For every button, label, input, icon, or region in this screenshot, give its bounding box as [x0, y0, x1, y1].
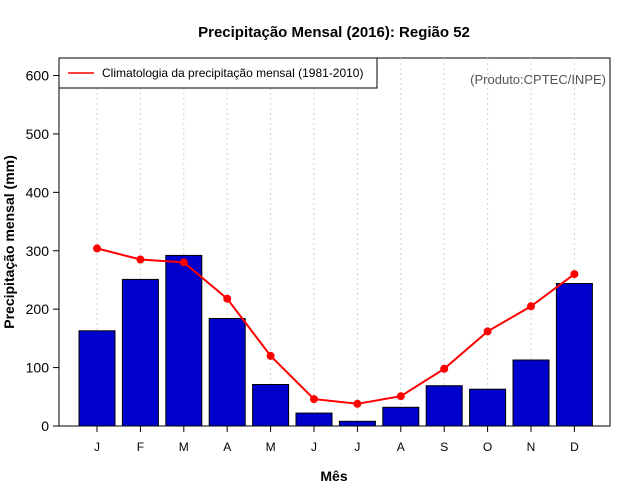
y-tick-label: 600 — [26, 68, 50, 84]
bar-10 — [469, 388, 507, 427]
y-axis: 0 100 200 300 400 500 600 — [26, 68, 59, 434]
bar-8 — [382, 406, 420, 427]
bar-3 — [165, 254, 203, 427]
climatology-point-1 — [93, 244, 101, 253]
y-tick-label: 0 — [41, 418, 49, 434]
x-tick-label: A — [223, 440, 231, 454]
x-axis-label: Mês — [320, 468, 347, 484]
y-tick-label: 100 — [26, 360, 50, 376]
bar-7 — [338, 420, 376, 427]
climatology-point-6 — [310, 395, 318, 404]
y-tick-label: 400 — [26, 184, 50, 200]
y-tick-label: 300 — [26, 243, 50, 259]
x-tick-label: J — [94, 440, 100, 454]
bars — [78, 254, 593, 427]
climatology-point-8 — [396, 392, 405, 401]
credit-text: (Produto:CPTEC/INPE) — [470, 72, 606, 87]
climatology-point-4 — [223, 294, 232, 303]
climatology-line — [93, 244, 579, 408]
climatology-point-7 — [353, 399, 362, 408]
x-tick-label: J — [311, 440, 317, 454]
x-tick-label: A — [397, 440, 405, 454]
legend-label: Climatologia da precipitação mensal (198… — [102, 66, 363, 80]
climatology-point-10 — [483, 327, 492, 336]
climatology-point-5 — [266, 351, 275, 360]
climatology-point-2 — [136, 255, 145, 264]
x-tick-label: S — [440, 440, 448, 454]
legend: Climatologia da precipitação mensal (198… — [58, 57, 378, 89]
bar-4 — [208, 318, 246, 427]
climatology-point-9 — [440, 364, 449, 373]
y-tick-label: 500 — [26, 126, 50, 142]
climatology-point-3 — [179, 258, 188, 267]
bar-11 — [512, 359, 550, 427]
climatology-point-11 — [527, 302, 535, 311]
bar-9 — [425, 385, 463, 427]
climatology-polyline — [96, 247, 575, 405]
x-tick-label: N — [527, 440, 536, 454]
x-tick-label: M — [179, 440, 189, 454]
bar-1 — [78, 330, 116, 427]
x-tick-label: O — [483, 440, 492, 454]
x-tick-label: J — [354, 440, 360, 454]
bar-6 — [295, 412, 333, 427]
y-tick-label: 200 — [26, 301, 50, 317]
x-tick-label: D — [570, 440, 579, 454]
bar-2 — [121, 278, 159, 427]
x-tick-label: F — [137, 440, 144, 454]
x-tick-label: M — [266, 440, 276, 454]
y-axis-label: Precipitação mensal (mm) — [1, 155, 17, 329]
bar-12 — [555, 283, 593, 427]
climatology-point-12 — [570, 270, 579, 279]
legend-box — [58, 57, 378, 89]
chart-title: Precipitação Mensal (2016): Região 52 — [198, 24, 470, 41]
bar-5 — [252, 384, 290, 427]
